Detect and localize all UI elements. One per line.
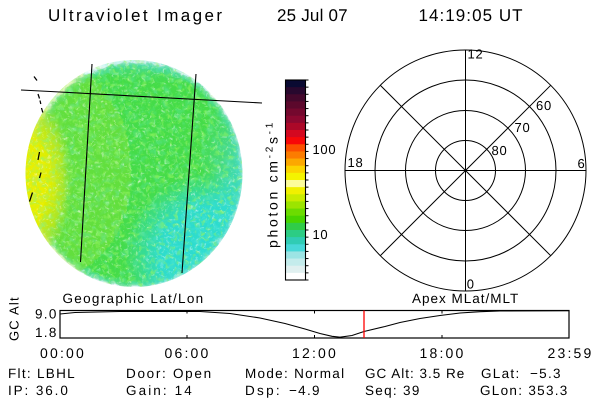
svg-text:14:19:05 UT: 14:19:05 UT [419, 6, 524, 25]
svg-text:Door: Open: Door: Open [126, 366, 213, 381]
svg-text:12:00: 12:00 [292, 345, 338, 361]
svg-text:25 Jul 07: 25 Jul 07 [277, 6, 348, 25]
svg-text:80: 80 [492, 143, 508, 158]
svg-text:18: 18 [348, 155, 364, 170]
svg-text:6: 6 [578, 156, 586, 171]
svg-text:1.8: 1.8 [35, 325, 58, 340]
svg-text:70: 70 [515, 120, 531, 135]
svg-text:18:00: 18:00 [419, 345, 465, 361]
svg-text:Ultraviolet Imager: Ultraviolet Imager [48, 6, 224, 25]
svg-text:GLon: 353.3: GLon: 353.3 [480, 383, 569, 398]
svg-text:9.0: 9.0 [35, 307, 58, 322]
svg-text:Gain: 14: Gain: 14 [126, 383, 194, 398]
svg-text:10: 10 [313, 227, 329, 242]
svg-text:Mode: Normal: Mode: Normal [245, 366, 345, 381]
svg-text:IP: 36.0: IP: 36.0 [8, 383, 70, 398]
svg-text:Geographic Lat/Lon: Geographic Lat/Lon [63, 291, 205, 306]
svg-text:12: 12 [468, 47, 484, 62]
svg-text:23:59: 23:59 [547, 345, 593, 361]
svg-text:100: 100 [313, 142, 337, 157]
svg-text:0: 0 [467, 277, 475, 292]
svg-text:GC Alt: GC Alt [7, 296, 22, 341]
svg-text:photon cm-2s-1: photon cm-2s-1 [265, 120, 281, 248]
svg-text:06:00: 06:00 [164, 345, 210, 361]
svg-text:Apex MLat/MLT: Apex MLat/MLT [412, 291, 519, 306]
svg-text:GLat:: GLat: [481, 366, 521, 381]
svg-text:Seq: 39: Seq: 39 [365, 383, 421, 398]
svg-text:00:00: 00:00 [40, 345, 86, 361]
svg-text:−5.3: −5.3 [530, 366, 562, 381]
svg-text:60: 60 [536, 98, 552, 113]
svg-text:Flt: LBHL: Flt: LBHL [8, 366, 76, 381]
svg-text:GC Alt: 3.5 Re: GC Alt: 3.5 Re [365, 366, 465, 381]
svg-text:−4.9: −4.9 [289, 383, 321, 398]
svg-text:Dsp:: Dsp: [245, 383, 282, 398]
